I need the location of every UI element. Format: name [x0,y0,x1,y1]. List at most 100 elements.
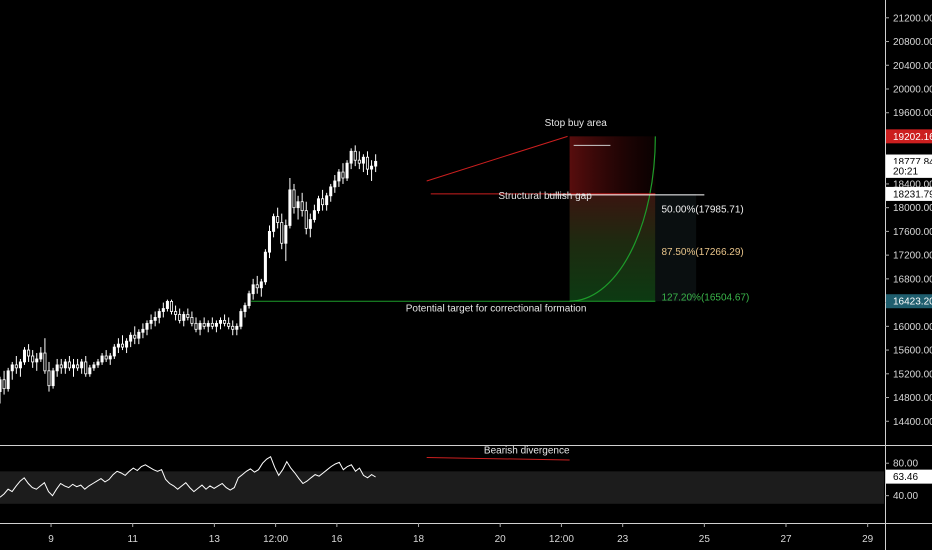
candle-body [308,219,312,229]
price-tag-label: 19202.16 [893,132,932,143]
candle-body [272,216,276,232]
price-tag-label: 18777.84 [893,157,932,168]
candle-body [296,201,300,209]
candles-layer [0,145,378,404]
time-tick-label: 29 [862,534,874,545]
candle-body [210,322,214,327]
price-tag-bg [886,186,932,201]
candle-body [120,343,125,348]
candle-body [51,370,55,387]
candle-body [10,364,14,372]
candle-body [31,355,35,363]
candle-body [304,210,308,229]
rsi-tick-label: 80.00 [893,459,918,470]
candle-body [239,311,243,327]
rsi-current-label: 63.46 [893,472,918,483]
candle-body [325,195,329,206]
candle-body [0,379,2,393]
candle-body [104,355,108,360]
time-tick-label: 12:00 [549,534,574,545]
candle-body [161,308,165,312]
candle-body [18,361,22,369]
candle-body [243,305,247,312]
price-tick-label: 14400.00 [893,417,932,428]
candle-body [35,358,39,363]
candle-body [76,364,80,369]
candle-body [96,361,100,366]
candle-body [169,301,174,312]
candle-body [202,322,206,327]
price-tag-bg [886,163,932,178]
candle-body [194,322,198,330]
candle-body [276,216,280,223]
candle-body [198,322,202,330]
time-tick-label: 9 [48,534,54,545]
price-tick-label: 15600.00 [893,346,932,357]
annotations-layer: Stop buy area Structural bullish gap Poten… [406,118,750,457]
fib-extension-zone-right [655,193,697,302]
candle-body [43,352,47,372]
candle-body [137,331,141,339]
candle-body [370,165,374,170]
candle-body [321,198,325,206]
candle-body [59,364,63,369]
time-tick-label: 13 [209,534,221,545]
candle-body [247,293,251,306]
price-tick-label: 17600.00 [893,227,932,238]
candle-body [22,349,27,363]
price-tick-label: 18400.00 [893,179,932,190]
candle-body [190,317,194,324]
candle-body [251,284,255,295]
candle-body [125,340,129,348]
time-tick-label: 16 [331,534,343,545]
time-tick-label: 20 [495,534,507,545]
fib-level-label: 127.20%(16504.67) [661,292,749,303]
candle-body [100,355,104,363]
candle-body [341,171,345,179]
candle-body [145,322,149,330]
price-tick-label: 15200.00 [893,369,932,380]
rsi-line [0,455,376,498]
candle-body [361,156,365,164]
candle-body [345,162,349,179]
candle-body [357,159,361,164]
annotation-label: Bearish divergence [484,445,570,456]
candle-body [39,352,43,360]
time-tick-label: 23 [617,534,629,545]
candle-body [218,319,223,324]
candle-body [174,311,178,315]
candle-body [149,319,153,324]
candle-body [92,364,96,369]
time-tick-label: 27 [780,534,792,545]
price-tick-label: 17200.00 [893,251,932,262]
candle-body [165,301,169,309]
candle-body [108,355,112,360]
candle-body [353,150,357,161]
candle-body [2,379,6,390]
candle-body [186,314,190,318]
price-tag-label: 20:21 [893,166,918,177]
candle-body [84,361,88,375]
price-tick-label: 16800.00 [893,274,932,285]
candle-body [55,364,59,372]
price-tag-bg [886,294,932,309]
price-tick-label: 16000.00 [893,322,932,333]
candle-body [235,325,239,330]
price-tag-label: 18231.79 [893,189,932,200]
candle-body [349,150,353,164]
price-tick-label: 20400.00 [893,61,932,72]
candle-body [67,361,71,369]
price-tick-label: 18000.00 [893,203,932,214]
candle-body [292,189,296,209]
time-tick-label: 12:00 [263,534,288,545]
candle-body [71,364,76,369]
candle-body [333,180,337,188]
candle-body [178,314,182,321]
rsi-tick-label: 40.00 [893,491,918,502]
candle-body [263,251,267,283]
candle-body [6,370,10,390]
rsi-band [0,471,884,504]
candle-body [288,189,292,226]
